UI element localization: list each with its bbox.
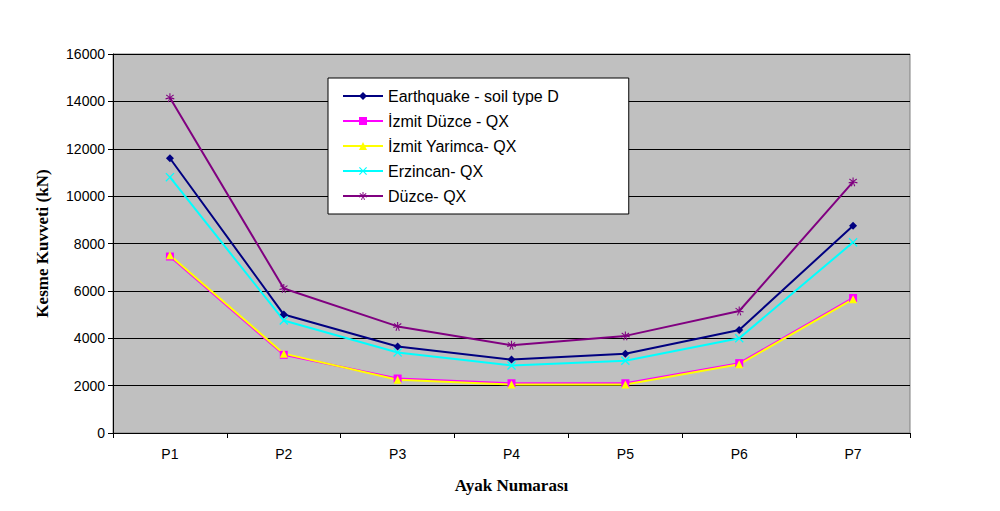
svg-text:2000: 2000 [74,378,105,394]
svg-text:P1: P1 [161,446,178,462]
svg-text:P3: P3 [389,446,406,462]
svg-text:0: 0 [97,425,105,441]
svg-text:14000: 14000 [66,93,105,109]
svg-text:4000: 4000 [74,330,105,346]
svg-text:Erzincan- QX: Erzincan- QX [388,163,483,180]
svg-text:16000: 16000 [66,46,105,62]
svg-text:İzmit Düzce - QX: İzmit Düzce - QX [388,112,509,130]
svg-text:6000: 6000 [74,283,105,299]
svg-text:Ayak Numarası: Ayak Numarası [455,476,569,495]
svg-text:P7: P7 [845,446,862,462]
svg-text:Earthquake - soil type D: Earthquake - soil type D [388,88,559,105]
svg-text:P2: P2 [275,446,292,462]
svg-text:12000: 12000 [66,141,105,157]
svg-text:10000: 10000 [66,188,105,204]
svg-text:P4: P4 [503,446,520,462]
svg-text:Düzce- QX: Düzce- QX [388,188,467,205]
svg-text:P5: P5 [617,446,634,462]
svg-text:İzmit Yarimca- QX: İzmit Yarimca- QX [388,137,517,155]
svg-text:Kesme Kuvveti (kN): Kesme Kuvveti (kN) [33,169,52,317]
svg-text:8000: 8000 [74,236,105,252]
svg-text:P6: P6 [731,446,748,462]
